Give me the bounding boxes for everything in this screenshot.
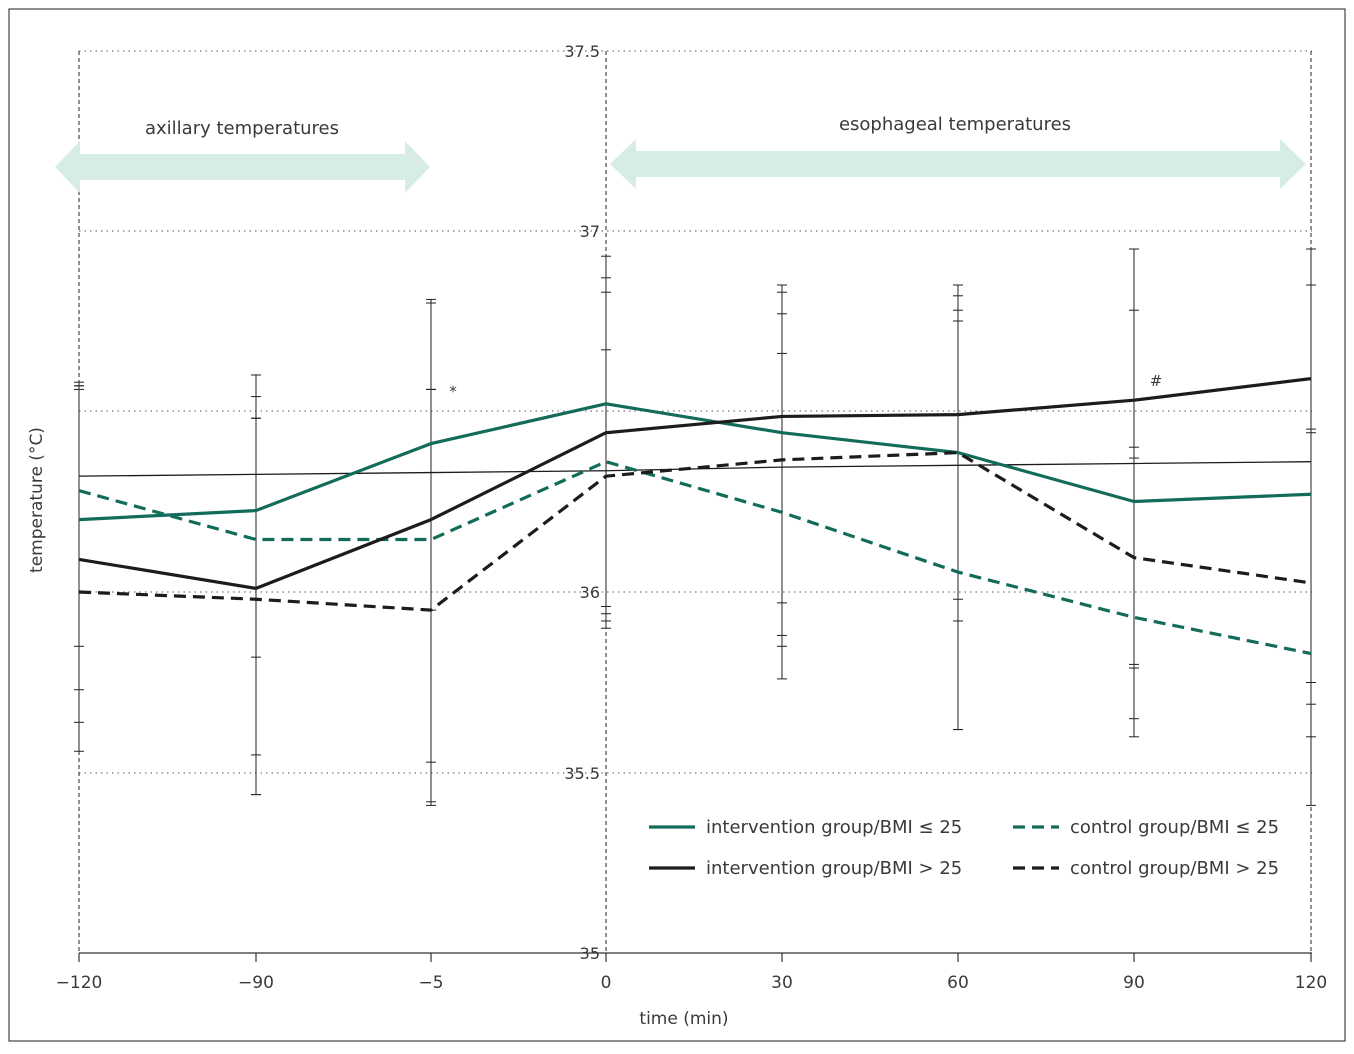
x-tick-label: −120 — [56, 973, 103, 993]
esophageal-temperatures-label: esophageal temperatures — [839, 114, 1071, 135]
x-tick-label: −90 — [238, 973, 274, 993]
y-tick-label: 36 — [580, 583, 600, 602]
x-tick-label: −5 — [418, 973, 443, 993]
axillary-double-arrow — [55, 141, 430, 193]
x-tick-label: 60 — [947, 973, 969, 993]
axis-layer: 35 35.5 36 37 37.5 −120 −90 −5 0 30 60 90 120 — [56, 42, 1328, 993]
y-tick-label: 37 — [580, 222, 600, 241]
legend-label: control group/BMI > 25 — [1070, 858, 1279, 879]
x-tick-label: 90 — [1123, 973, 1145, 993]
annotation-mark: * — [449, 383, 457, 401]
y-tick-label: 37.5 — [564, 42, 600, 61]
legend: intervention group/BMI ≤ 25 control group… — [649, 817, 1279, 879]
legend-label: control group/BMI ≤ 25 — [1070, 817, 1279, 838]
x-axis-title: time (min) — [639, 1009, 728, 1029]
legend-label: intervention group/BMI ≤ 25 — [706, 817, 962, 838]
axillary-temperatures-label: axillary temperatures — [145, 118, 339, 139]
x-tick-label: 0 — [601, 973, 612, 993]
y-tick-label: 35 — [580, 944, 600, 963]
x-tick-label: 120 — [1295, 973, 1327, 993]
y-axis-title: temperature (°C) — [27, 427, 47, 573]
region-arrows: axillary temperatures esophageal tempera… — [55, 114, 1306, 193]
legend-label: intervention group/BMI > 25 — [706, 858, 962, 879]
x-tick-label: 30 — [771, 973, 793, 993]
y-tick-label: 35.5 — [564, 764, 600, 783]
esophageal-double-arrow — [610, 139, 1306, 189]
annotation-mark: # — [1150, 372, 1163, 390]
series-line-0 — [78, 402, 1312, 522]
data-layer: *# — [74, 248, 1316, 806]
reference-line — [78, 461, 1312, 477]
series-line-1 — [78, 460, 1312, 656]
series-line-2 — [78, 377, 1312, 590]
